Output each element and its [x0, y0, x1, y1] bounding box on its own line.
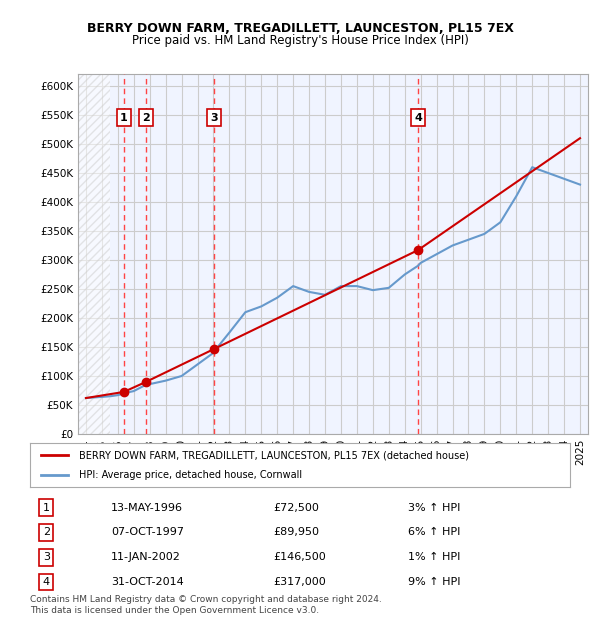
- Text: 1% ↑ HPI: 1% ↑ HPI: [408, 552, 460, 562]
- Text: BERRY DOWN FARM, TREGADILLETT, LAUNCESTON, PL15 7EX (detached house): BERRY DOWN FARM, TREGADILLETT, LAUNCESTO…: [79, 451, 469, 461]
- Text: 2: 2: [43, 528, 50, 538]
- Text: £89,950: £89,950: [273, 528, 319, 538]
- Text: £317,000: £317,000: [273, 577, 326, 587]
- Text: 2: 2: [142, 113, 150, 123]
- Text: 4: 4: [414, 113, 422, 123]
- Text: 1: 1: [120, 113, 128, 123]
- Text: 3% ↑ HPI: 3% ↑ HPI: [408, 503, 460, 513]
- Text: 11-JAN-2002: 11-JAN-2002: [111, 552, 181, 562]
- Text: 13-MAY-1996: 13-MAY-1996: [111, 503, 183, 513]
- Text: Price paid vs. HM Land Registry's House Price Index (HPI): Price paid vs. HM Land Registry's House …: [131, 34, 469, 47]
- Text: 1: 1: [43, 503, 50, 513]
- Text: HPI: Average price, detached house, Cornwall: HPI: Average price, detached house, Corn…: [79, 469, 302, 479]
- Text: 3: 3: [210, 113, 218, 123]
- Text: 4: 4: [43, 577, 50, 587]
- Text: 9% ↑ HPI: 9% ↑ HPI: [408, 577, 461, 587]
- Text: £72,500: £72,500: [273, 503, 319, 513]
- Text: 6% ↑ HPI: 6% ↑ HPI: [408, 528, 460, 538]
- Text: £146,500: £146,500: [273, 552, 326, 562]
- Text: 07-OCT-1997: 07-OCT-1997: [111, 528, 184, 538]
- Text: 31-OCT-2014: 31-OCT-2014: [111, 577, 184, 587]
- Text: BERRY DOWN FARM, TREGADILLETT, LAUNCESTON, PL15 7EX: BERRY DOWN FARM, TREGADILLETT, LAUNCESTO…: [86, 22, 514, 35]
- Text: Contains HM Land Registry data © Crown copyright and database right 2024.
This d: Contains HM Land Registry data © Crown c…: [30, 595, 382, 614]
- Text: 3: 3: [43, 552, 50, 562]
